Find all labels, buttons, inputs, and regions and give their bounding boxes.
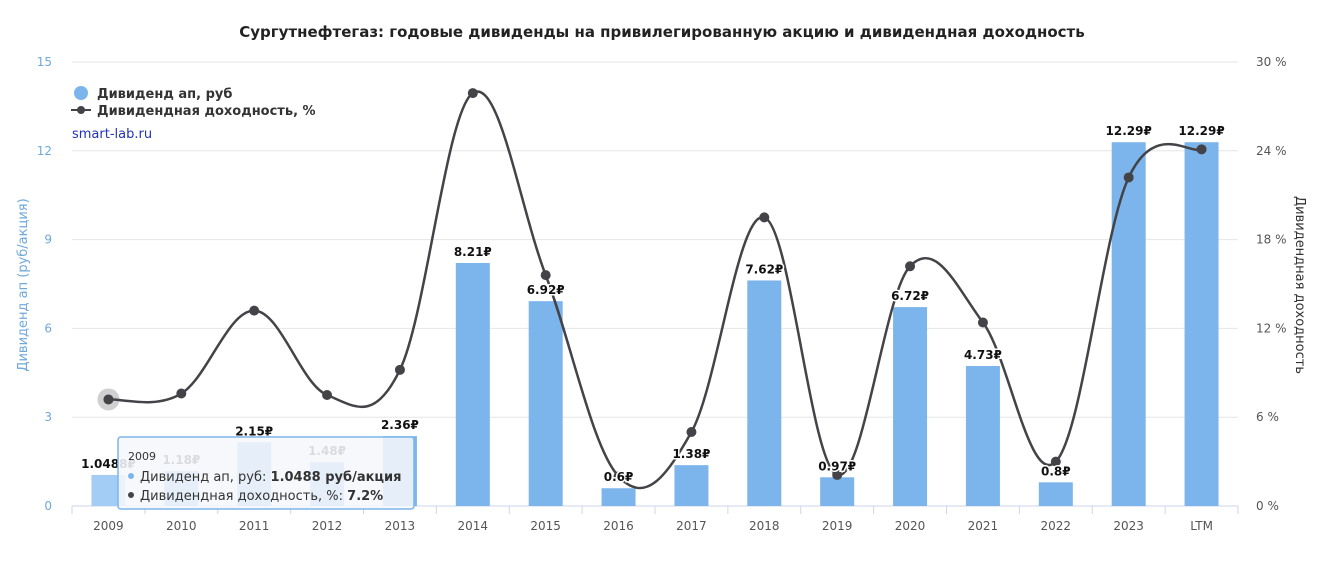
- bar[interactable]: [1038, 482, 1073, 506]
- legend-label-dividend: Дивиденд ап, руб: [97, 87, 232, 102]
- tooltip-label-dividend: Дивиденд ап, руб:: [140, 470, 271, 485]
- legend-bar-symbol: [74, 86, 88, 100]
- yield-point[interactable]: [1196, 144, 1207, 155]
- tooltip: 2009 Дивиденд ап, руб: 1.0488 руб/акция …: [117, 436, 415, 510]
- credit-link[interactable]: smart-lab.ru: [72, 127, 152, 142]
- x-tick-label: 2014: [458, 519, 489, 533]
- y-tick-left: 15: [37, 55, 52, 69]
- tooltip-line-yield: Дивидендная доходность, %: 7.2%: [140, 489, 383, 504]
- bar[interactable]: [820, 477, 855, 506]
- yield-point[interactable]: [394, 364, 405, 375]
- bar-data-label: 6.72₽: [891, 289, 929, 303]
- x-tick-label: 2016: [603, 519, 634, 533]
- bar-data-label: 12.29₽: [1106, 124, 1152, 138]
- yield-point[interactable]: [759, 212, 770, 223]
- bar-data-label: 0.6₽: [604, 470, 634, 484]
- y-axis-title-left: Дивиденд ап (руб/акция): [16, 198, 31, 371]
- x-tick-label: 2015: [530, 519, 561, 533]
- yield-point[interactable]: [686, 427, 697, 437]
- bar[interactable]: [528, 301, 563, 506]
- y-axis-title-right: Дивидендная доходность: [1292, 196, 1307, 374]
- yield-point[interactable]: [1123, 172, 1134, 183]
- tooltip-bullet-dividend: [128, 473, 134, 479]
- yield-point[interactable]: [176, 388, 187, 399]
- bar-data-label: 2.15₽: [235, 424, 273, 438]
- y-tick-right: 18 %: [1256, 233, 1287, 247]
- legend-item-yield[interactable]: Дивидендная доходность, %: [71, 104, 316, 119]
- tooltip-label-yield: Дивидендная доходность, %:: [140, 489, 347, 504]
- bar-data-label: 8.21₽: [454, 245, 492, 259]
- bar[interactable]: [1184, 142, 1219, 506]
- yield-point[interactable]: [905, 261, 916, 272]
- legend: Дивиденд ап, руб Дивидендная доходность,…: [71, 86, 316, 119]
- yield-point[interactable]: [832, 469, 843, 480]
- yield-point[interactable]: [467, 88, 478, 99]
- y-tick-right: 0 %: [1256, 499, 1279, 513]
- bar-data-label: 4.73₽: [964, 348, 1002, 362]
- y-tick-right: 12 %: [1256, 321, 1287, 335]
- yield-point[interactable]: [540, 270, 551, 281]
- y-tick-right: 6 %: [1256, 410, 1279, 424]
- legend-label-yield: Дивидендная доходность, %: [97, 104, 316, 119]
- bar-data-label: 12.29₽: [1178, 124, 1224, 138]
- y-tick-right: 24 %: [1256, 144, 1287, 158]
- yield-point[interactable]: [977, 317, 988, 328]
- x-tick-label: 2011: [239, 519, 270, 533]
- yield-point[interactable]: [249, 305, 260, 316]
- x-tick-label: 2022: [1041, 519, 1072, 533]
- bar[interactable]: [455, 262, 490, 506]
- tooltip-box: [117, 436, 415, 510]
- legend-line-marker: [77, 106, 85, 114]
- x-tick-label: 2020: [895, 519, 926, 533]
- x-tick-label: LTM: [1190, 519, 1213, 533]
- bar[interactable]: [747, 280, 782, 506]
- bar-data-label: 6.92₽: [527, 283, 565, 297]
- bar-data-label: 2.36₽: [381, 418, 419, 432]
- yield-point[interactable]: [322, 390, 333, 400]
- bar-data-label: 7.62₽: [745, 262, 783, 276]
- bar-data-label: 0.97₽: [818, 459, 856, 473]
- bar[interactable]: [1111, 142, 1146, 506]
- x-tick-label: 2023: [1113, 519, 1144, 533]
- tooltip-value-yield: 7.2%: [347, 489, 383, 504]
- axes: 0 3 6 9 12 15 0 % 6 % 12 % 18 % 24 % 30 % 2009 2010 20…: [37, 55, 1287, 533]
- chart-title: Сургутнефтегаз: годовые дивиденды на при…: [239, 23, 1084, 41]
- line-series: [97, 88, 1207, 490]
- bar[interactable]: [893, 307, 928, 506]
- y-tick-left: 0: [44, 499, 52, 513]
- y-tick-right: 30 %: [1256, 55, 1287, 69]
- yield-point[interactable]: [613, 471, 624, 482]
- y-tick-left: 12: [37, 144, 52, 158]
- x-tick-label: 2009: [93, 519, 124, 533]
- y-tick-left: 3: [44, 410, 52, 424]
- tooltip-header: 2009: [128, 450, 156, 463]
- data-labels: 1.0488₽1.18₽2.15₽1.48₽2.36₽8.21₽6.92₽0.6…: [80, 123, 1227, 486]
- bar-data-label: 1.38₽: [672, 447, 710, 461]
- bar[interactable]: [965, 365, 1000, 506]
- x-tick-label: 2018: [749, 519, 780, 533]
- bar[interactable]: [601, 488, 636, 506]
- x-tick-label: 2012: [312, 519, 343, 533]
- x-tick-label: 2021: [968, 519, 999, 533]
- bar[interactable]: [674, 465, 709, 506]
- bar-data-label: 0.8₽: [1041, 464, 1071, 478]
- y-tick-left: 9: [44, 233, 52, 247]
- x-tick-label: 2010: [166, 519, 197, 533]
- x-tick-label: 2013: [385, 519, 416, 533]
- yield-point[interactable]: [103, 394, 114, 405]
- tooltip-line-dividend: Дивиденд ап, руб: 1.0488 руб/акция: [140, 470, 402, 485]
- legend-item-dividend[interactable]: Дивиденд ап, руб: [74, 86, 232, 102]
- x-tick-label: 2017: [676, 519, 707, 533]
- x-tick-label: 2019: [822, 519, 853, 533]
- tooltip-value-dividend: 1.0488 руб/акция: [271, 470, 402, 485]
- y-tick-left: 6: [44, 321, 52, 335]
- tooltip-bullet-yield: [128, 492, 134, 498]
- yield-point[interactable]: [1050, 456, 1061, 467]
